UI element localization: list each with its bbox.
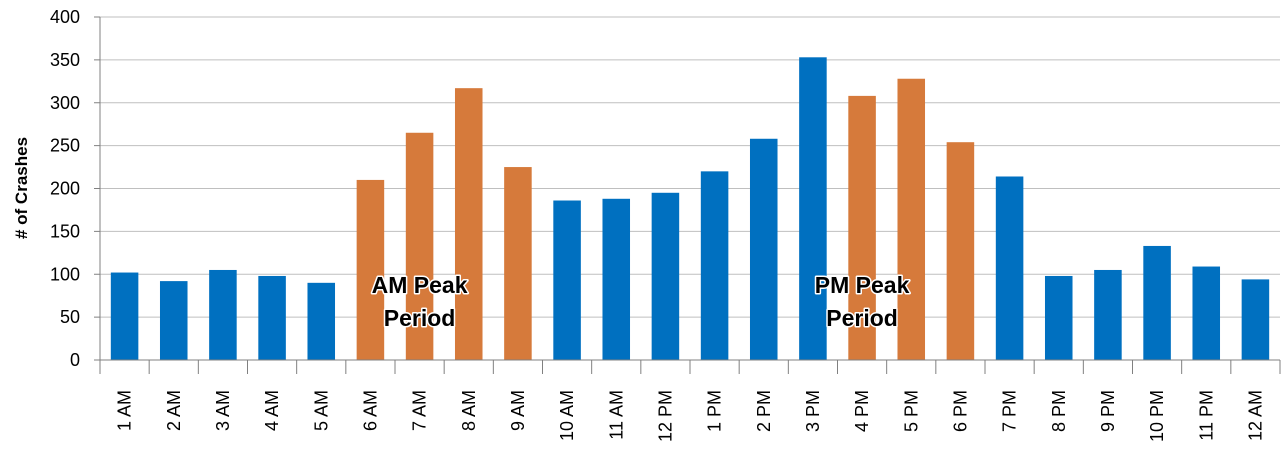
x-tick-label: 10 AM — [557, 390, 577, 441]
bar — [749, 138, 778, 360]
bar — [1192, 266, 1221, 360]
bar — [553, 200, 581, 360]
gridlines — [100, 16, 1280, 318]
x-tick-label: 2 AM — [164, 390, 184, 431]
peak-period-annotation: PM Peak — [815, 272, 910, 298]
x-tick-label: 7 AM — [410, 390, 430, 431]
x-tick-label: 2 PM — [754, 390, 774, 432]
x-tick-label: 3 PM — [803, 390, 823, 432]
bar — [897, 78, 926, 361]
x-tick-label: 11 PM — [1196, 390, 1216, 441]
bar — [799, 57, 827, 361]
x-tick-label: 3 AM — [213, 390, 233, 431]
x-tick-label: 1 AM — [115, 390, 135, 431]
x-tick-label: 8 AM — [459, 390, 479, 431]
bar — [258, 275, 286, 360]
x-tick-label: 8 PM — [1049, 390, 1069, 432]
annotations: AM Peak Period PM Peak Period — [370, 271, 911, 333]
x-tick-label: 5 PM — [901, 390, 921, 432]
bar — [1094, 269, 1122, 360]
x-tick-label: 4 AM — [262, 390, 282, 431]
peak-period-annotation: AM Peak — [372, 272, 468, 298]
y-tick-label: 350 — [50, 50, 80, 70]
y-tick-label: 50 — [60, 307, 80, 327]
y-tick-label: 400 — [50, 7, 80, 27]
x-tick-label: 4 PM — [852, 390, 872, 432]
bar — [700, 171, 729, 360]
bar — [1241, 279, 1270, 360]
bar — [307, 282, 336, 360]
bar — [504, 167, 532, 360]
y-tick-label: 250 — [50, 136, 80, 156]
bars — [110, 57, 1270, 361]
x-tick-label: 9 AM — [508, 390, 528, 431]
y-tick-label: 100 — [50, 264, 80, 284]
peak-period-annotation: Period — [826, 305, 898, 331]
bar — [848, 95, 876, 360]
x-tick-label: 6 AM — [360, 390, 380, 431]
bar — [1044, 275, 1073, 360]
bar — [159, 281, 188, 360]
y-tick-labels: 0 50 100 150 200 250 300 350 400 — [50, 7, 80, 370]
bar — [209, 269, 237, 360]
x-tick-label: 11 AM — [606, 390, 626, 440]
axes — [94, 16, 1281, 374]
bar — [651, 192, 680, 360]
x-tick-label: 12 PM — [655, 390, 675, 442]
bar — [454, 88, 483, 361]
y-tick-label: 200 — [50, 179, 80, 199]
x-tick-labels: 1 AM 2 AM 3 AM 4 AM 5 AM 6 AM 7 AM 8 AM 9 AM 10 A… — [115, 390, 1266, 442]
bar — [946, 142, 975, 360]
bar — [602, 198, 631, 360]
y-tick-label: 300 — [50, 93, 80, 113]
y-tick-label: 150 — [50, 221, 80, 241]
x-tick-label: 5 AM — [311, 390, 331, 431]
bar — [1143, 245, 1171, 360]
x-tick-label: 10 PM — [1147, 390, 1167, 442]
bar — [405, 132, 434, 360]
x-tick-label: 12 AM — [1245, 390, 1265, 441]
y-tick-label: 0 — [70, 350, 80, 370]
bar — [995, 176, 1024, 360]
bar — [356, 179, 385, 360]
x-tick-label: 9 PM — [1098, 390, 1118, 432]
y-axis-label: # of Crashes — [12, 137, 31, 239]
x-tick-label: 1 PM — [705, 390, 725, 432]
x-tick-label: 6 PM — [950, 390, 970, 432]
x-tick-label: 7 PM — [1000, 390, 1020, 432]
peak-period-annotation: Period — [384, 305, 456, 331]
bar — [110, 272, 139, 360]
